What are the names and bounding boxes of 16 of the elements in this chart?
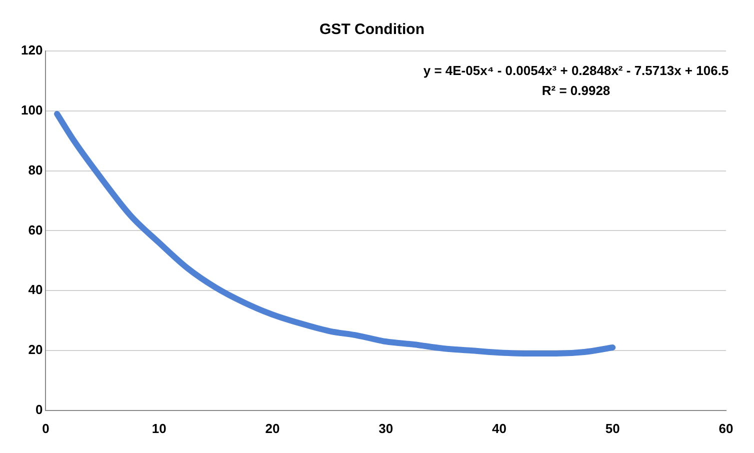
x-tick-label: 50 [605,420,620,436]
y-tick-label: 120 [20,42,43,58]
y-tick-label: 100 [20,102,43,118]
x-tick-label: 30 [378,420,394,436]
x-tick-label: 40 [492,420,506,436]
y-tick-label: 40 [28,282,43,298]
annotation: y = 4E-05x⁴ - 0.0054x³ + 0.2848x² - 7.5713x + 106.5 [423,63,729,78]
y-tick-label: 80 [28,162,43,178]
x-tick-label: 60 [718,420,734,436]
annotation: R² = 0.9928 [542,83,610,98]
y-tick-label: 20 [28,342,43,358]
x-tick-label: 20 [265,420,280,436]
y-tick-label: 0 [35,402,43,417]
y-tick-label: 60 [28,222,43,238]
chart-title: GST Condition [320,21,424,38]
x-tick-label: 10 [152,420,166,436]
